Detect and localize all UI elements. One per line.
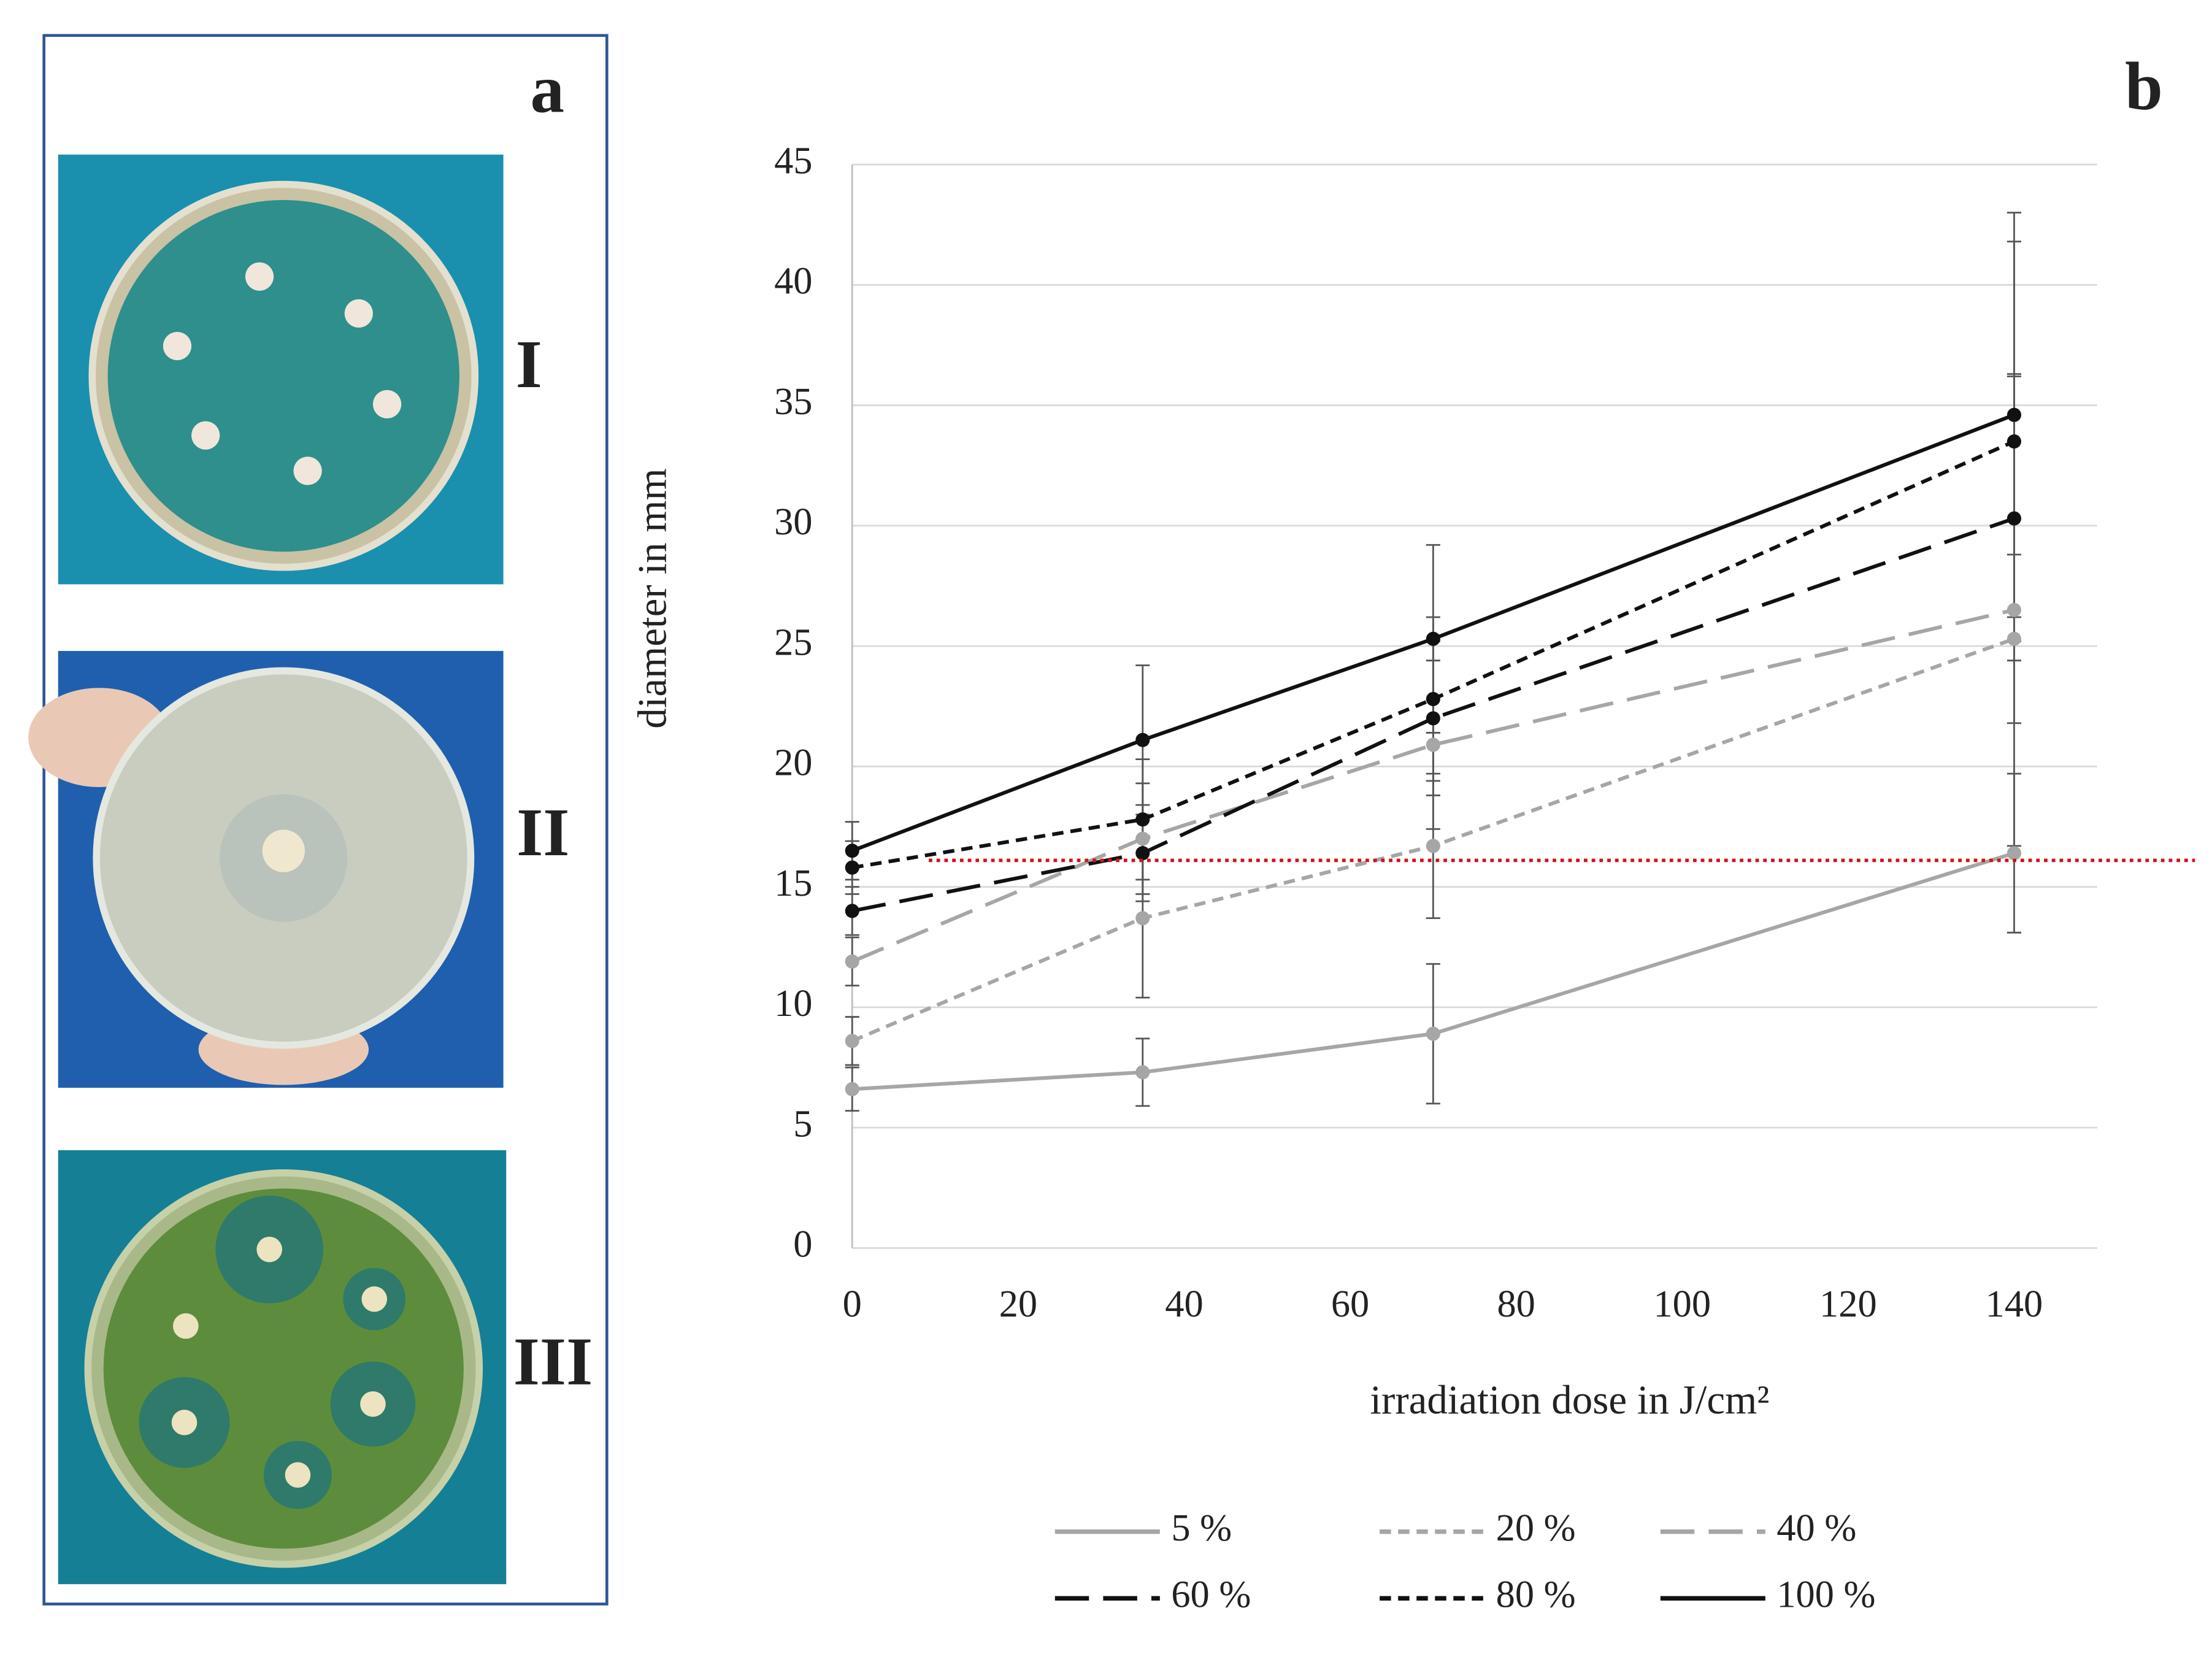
photo — [58, 1150, 507, 1585]
point — [1426, 1026, 1440, 1041]
y-tick-label: 30 — [774, 501, 812, 543]
point — [1426, 631, 1440, 646]
point — [1135, 1065, 1150, 1080]
point — [1426, 711, 1440, 726]
legend-label: 20 % — [1496, 1507, 1576, 1549]
y-tick-label: 45 — [774, 139, 812, 182]
point — [1135, 846, 1150, 861]
x-tick-label: 40 — [1165, 1283, 1203, 1325]
point — [1135, 831, 1150, 846]
x-tick-label: 120 — [1819, 1283, 1877, 1325]
series-line — [851, 439, 2015, 870]
legend-label: 5 % — [1171, 1507, 1232, 1549]
point — [1426, 737, 1440, 752]
point — [1426, 691, 1440, 707]
y-tick-label: 20 — [774, 742, 812, 784]
panel-label: a — [531, 52, 564, 127]
y-tick-label: 35 — [774, 380, 812, 423]
legend-label: 60 % — [1171, 1574, 1251, 1616]
x-tick-label: 0 — [843, 1283, 862, 1325]
point — [845, 1034, 859, 1048]
point — [845, 1082, 859, 1096]
series-line — [851, 637, 2015, 1043]
point — [2007, 407, 2022, 422]
legend-label: 100 % — [1776, 1574, 1875, 1616]
point — [845, 904, 859, 918]
series-line — [851, 608, 2015, 964]
point — [1135, 733, 1150, 747]
point — [845, 860, 859, 875]
x-tick-label: 80 — [1497, 1283, 1535, 1325]
point — [845, 844, 859, 858]
y-tick-label: 40 — [774, 260, 812, 302]
legend-label: 40 % — [1776, 1507, 1856, 1549]
y-tick-label: 15 — [774, 862, 812, 904]
point — [2007, 511, 2022, 526]
legend-label: 80 % — [1496, 1574, 1576, 1616]
point — [2007, 631, 2022, 646]
point — [845, 954, 859, 969]
x-tick-label: 140 — [1986, 1283, 2043, 1325]
x-tick-label: 20 — [999, 1283, 1037, 1325]
point — [1426, 839, 1440, 853]
point — [2007, 602, 2022, 617]
point — [2007, 434, 2022, 449]
panel-label: b — [2125, 48, 2163, 124]
y-tick-label: 0 — [793, 1223, 812, 1266]
photo — [58, 154, 504, 585]
plate-label: III — [513, 1323, 593, 1399]
x-axis-title: irradiation dose in J/cm² — [1370, 1377, 1769, 1423]
y-tick-label: 10 — [774, 982, 812, 1025]
y-axis-title: diameter in mm — [630, 468, 675, 728]
photo — [28, 651, 504, 1088]
point — [2007, 846, 2022, 861]
point — [1135, 812, 1150, 827]
panel-frame — [42, 34, 609, 1605]
y-tick-label: 25 — [774, 621, 812, 663]
y-tick-label: 5 — [793, 1102, 812, 1145]
series-line — [852, 851, 2015, 1091]
series-line — [851, 413, 2015, 853]
x-tick-label: 60 — [1331, 1283, 1369, 1325]
plate-label: II — [517, 794, 569, 870]
x-tick-label: 100 — [1653, 1283, 1711, 1325]
series-line — [851, 517, 2015, 913]
plate-label: I — [516, 326, 542, 402]
point — [1135, 911, 1150, 926]
